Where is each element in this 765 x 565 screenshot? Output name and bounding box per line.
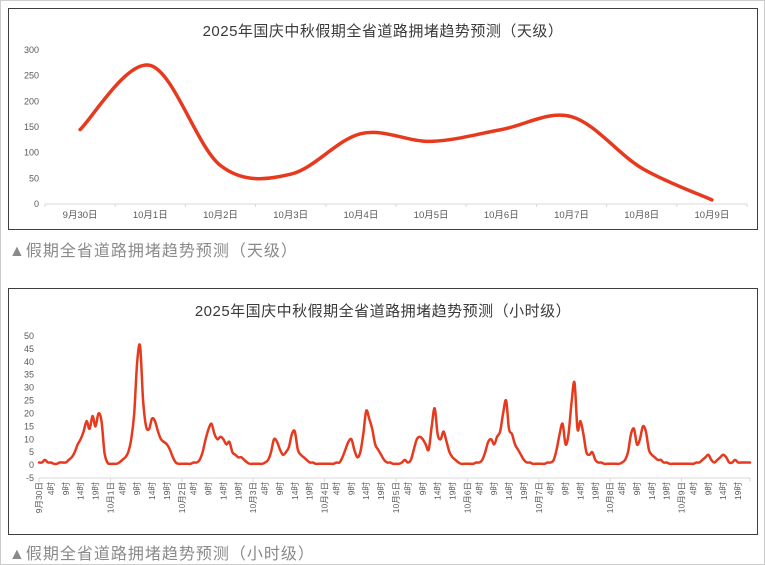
daily-x-tick-label: 9月30日 xyxy=(63,210,98,221)
daily-x-tick-label: 10月3日 xyxy=(273,210,308,221)
daily-x-tick-label: 10月7日 xyxy=(554,210,589,221)
hourly-x-tick-label: 4时 xyxy=(46,482,56,496)
hourly-x-tick-label: 10月1日 xyxy=(105,482,115,513)
hourly-y-tick-label: 40 xyxy=(24,357,34,367)
hourly-x-tick-label: 14时 xyxy=(76,482,86,500)
hourly-trend-line xyxy=(37,343,752,466)
hourly-y-tick-label: 15 xyxy=(24,421,34,431)
hourly-x-tick-label: 19时 xyxy=(162,482,172,500)
hourly-x-tick-label: 19时 xyxy=(305,482,315,500)
daily-y-tick-label: 250 xyxy=(24,71,39,81)
hourly-y-tick-label: 10 xyxy=(24,434,34,444)
daily-x-tick-label: 10月6日 xyxy=(484,210,519,221)
daily-x-tick-label: 10月5日 xyxy=(414,210,449,221)
daily-x-tick-label: 10月2日 xyxy=(203,210,238,221)
hourly-x-tick-label: 4时 xyxy=(189,482,199,496)
hourly-x-tick-label: 4时 xyxy=(546,482,556,496)
daily-chart-canvas: 0 50 100 150 200 250 300 9月30日 10月1日 10月2日 10月3日 10… xyxy=(24,45,748,221)
hourly-x-tick-label: 9月30日 xyxy=(34,482,44,513)
daily-y-tick-label: 100 xyxy=(24,148,39,158)
daily-chart-caption: ▲假期全省道路拥堵趋势预测（天级） xyxy=(9,243,298,260)
daily-trend-chart: 2025年国庆中秋假期全省道路拥堵趋势预测（天级） 0 50 100 150 200 25… xyxy=(8,8,758,230)
hourly-x-tick-label: 14时 xyxy=(290,482,300,500)
hourly-x-tick-label: 4时 xyxy=(689,482,699,496)
hourly-x-tick-label: 9时 xyxy=(204,482,214,496)
hourly-x-tick-label: 19时 xyxy=(91,482,101,500)
hourly-x-tick-label: 9时 xyxy=(489,482,499,496)
hourly-x-tick-label: 19时 xyxy=(448,482,458,500)
hourly-x-tick-label: 10月7日 xyxy=(534,482,544,513)
daily-x-tick-label: 10月8日 xyxy=(624,210,659,221)
hourly-x-tick-label: 14时 xyxy=(218,482,228,500)
hourly-y-tick-label: 45 xyxy=(24,344,34,354)
hourly-y-tick-label: 50 xyxy=(24,331,34,341)
hourly-x-tick-label: 4时 xyxy=(403,482,413,496)
hourly-x-tick-label: 14时 xyxy=(433,482,443,500)
hourly-trend-chart: 2025年国庆中秋假期全省道路拥堵趋势预测（小时级） -5 0 5 10 15 20 25 3… xyxy=(8,288,758,535)
hourly-chart-caption: ▲假期全省道路拥堵趋势预测（小时级） xyxy=(9,546,315,563)
hourly-x-tick-label: 9时 xyxy=(346,482,356,496)
hourly-x-tick-label: 9时 xyxy=(561,482,571,496)
hourly-x-tick-label: 4时 xyxy=(474,482,484,496)
hourly-x-tick-label: 14时 xyxy=(575,482,585,500)
daily-y-tick-label: 300 xyxy=(24,45,39,55)
daily-y-tick-label: 200 xyxy=(24,96,39,106)
hourly-x-tick-label: 19时 xyxy=(233,482,243,500)
hourly-x-tick-label: 4时 xyxy=(117,482,127,496)
hourly-x-tick-label: 9时 xyxy=(132,482,142,496)
daily-y-tick-label: 0 xyxy=(34,199,39,209)
hourly-x-tick-label: 9时 xyxy=(703,482,713,496)
daily-x-tick-label: 10月4日 xyxy=(343,210,378,221)
hourly-x-tick-label: 10月4日 xyxy=(320,482,330,513)
hourly-y-tick-label: 5 xyxy=(29,447,34,457)
hourly-x-tick-label: 19时 xyxy=(662,482,672,500)
hourly-x-tick-label: 9时 xyxy=(61,482,71,496)
hourly-x-tick-label: 9时 xyxy=(418,482,428,496)
hourly-x-tick-label: 14时 xyxy=(647,482,657,500)
daily-y-tick-label: 150 xyxy=(24,122,39,132)
hourly-x-tick-label: 19时 xyxy=(590,482,600,500)
daily-x-tick-label: 10月9日 xyxy=(694,210,729,221)
hourly-x-tick-label: 10月3日 xyxy=(248,482,258,513)
hourly-x-tick-label: 10月5日 xyxy=(391,482,401,513)
hourly-x-tick-label: 19时 xyxy=(733,482,743,500)
hourly-y-tick-label: -5 xyxy=(26,473,34,483)
hourly-x-tick-label: 4时 xyxy=(260,482,270,496)
hourly-y-tick-label: 20 xyxy=(24,408,34,418)
hourly-x-tick-label: 10月6日 xyxy=(462,482,472,513)
daily-chart-title: 2025年国庆中秋假期全省道路拥堵趋势预测（天级） xyxy=(202,23,564,38)
daily-x-tick-label: 10月1日 xyxy=(133,210,168,221)
hourly-y-tick-label: 30 xyxy=(24,383,34,393)
hourly-x-tick-label: 14时 xyxy=(361,482,371,500)
hourly-x-tick-label: 19时 xyxy=(376,482,386,500)
hourly-y-tick-label: 0 xyxy=(29,460,34,470)
hourly-x-tick-label: 10月2日 xyxy=(177,482,187,513)
hourly-x-tick-label: 9时 xyxy=(275,482,285,496)
daily-trend-line xyxy=(78,63,714,202)
hourly-x-tick-label: 14时 xyxy=(504,482,514,500)
hourly-x-tick-label: 10月8日 xyxy=(605,482,615,513)
hourly-x-tick-label: 19时 xyxy=(519,482,529,500)
hourly-x-tick-label: 10月9日 xyxy=(677,482,687,513)
hourly-x-tick-label: 14时 xyxy=(718,482,728,500)
hourly-x-tick-label: 4时 xyxy=(617,482,627,496)
hourly-y-tick-label: 25 xyxy=(24,396,34,406)
hourly-x-tick-label: 4时 xyxy=(332,482,342,496)
hourly-x-tick-label: 14时 xyxy=(147,482,157,500)
hourly-chart-title: 2025年国庆中秋假期全省道路拥堵趋势预测（小时级） xyxy=(194,303,572,318)
daily-y-tick-label: 50 xyxy=(29,173,39,183)
hourly-x-tick-label: 9时 xyxy=(632,482,642,496)
hourly-y-tick-label: 35 xyxy=(24,370,34,380)
